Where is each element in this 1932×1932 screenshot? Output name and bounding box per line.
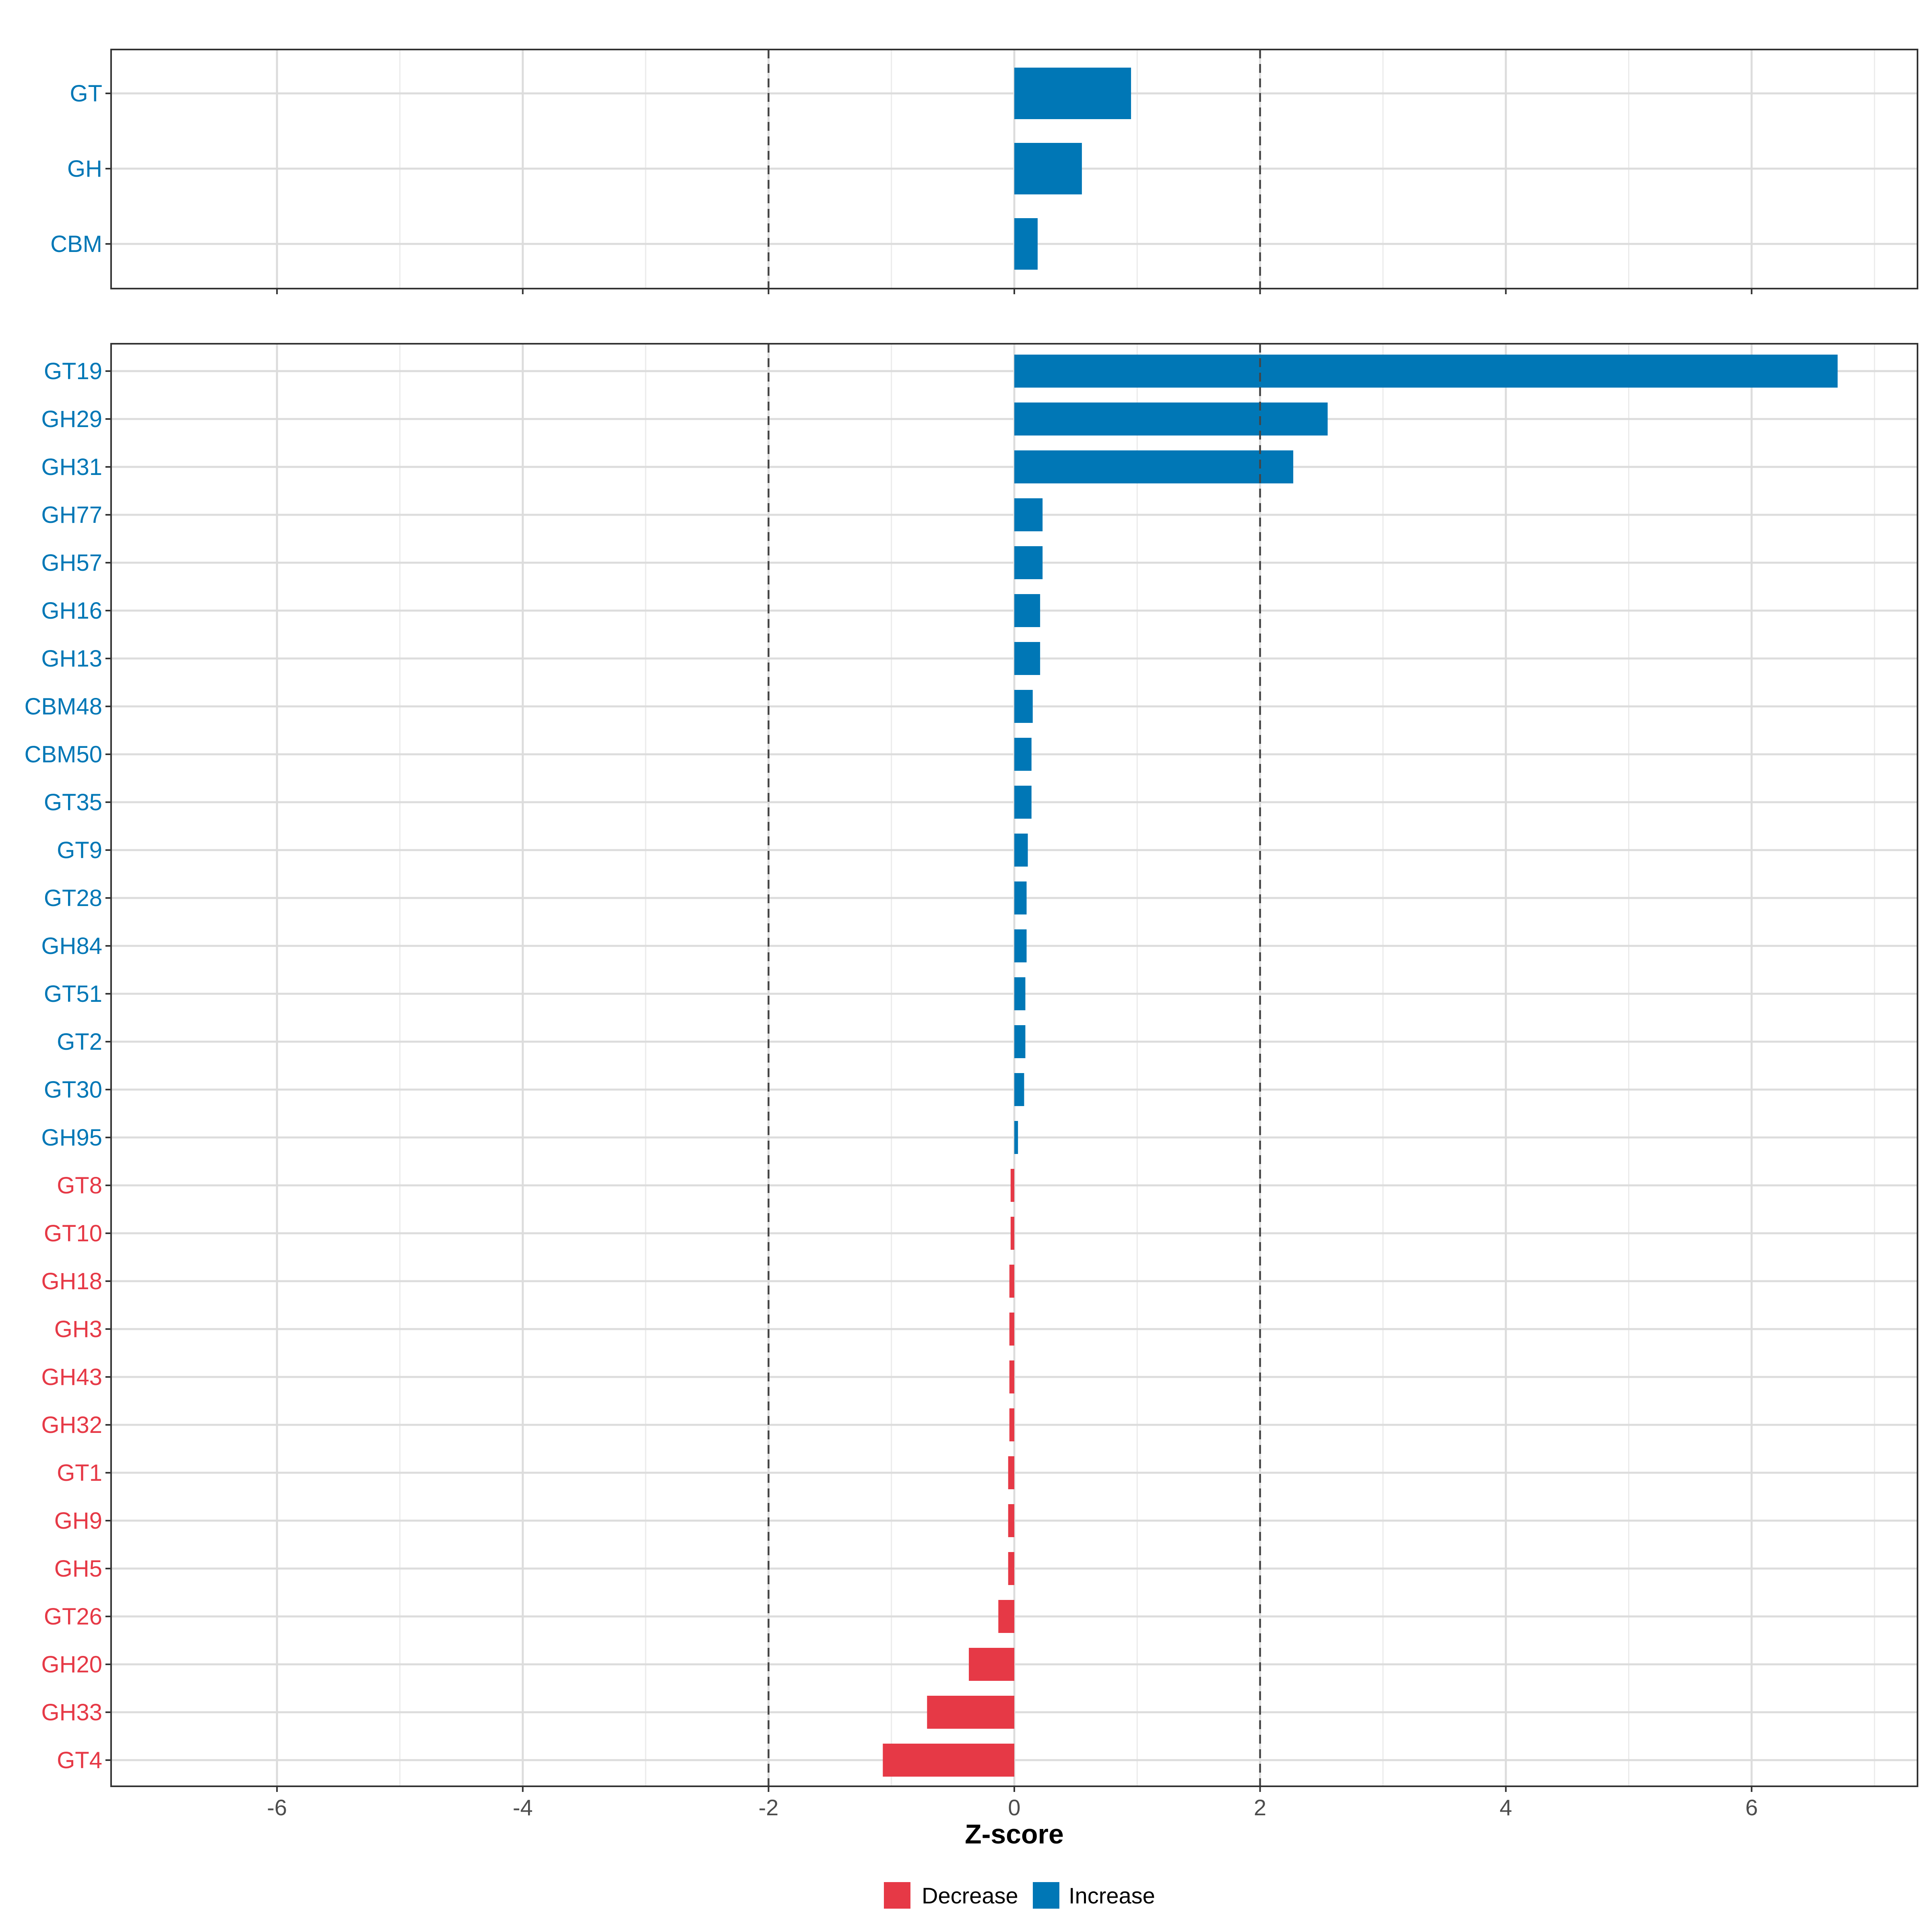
category-label: GH16 — [41, 598, 102, 624]
bars — [1014, 68, 1131, 270]
bar-gh33 — [927, 1696, 1014, 1729]
category-label: CBM50 — [25, 741, 102, 768]
bar-gt19 — [1014, 355, 1838, 388]
bar-gh16 — [1014, 594, 1040, 627]
bar-cbm — [1014, 218, 1038, 270]
bar-cbm50 — [1014, 738, 1032, 771]
legend-swatch-decrease — [884, 1882, 910, 1909]
x-tick-label: -6 — [267, 1795, 287, 1820]
bar-gh13 — [1014, 642, 1040, 675]
category-label: CBM48 — [25, 694, 102, 720]
category-label: GT9 — [57, 837, 102, 863]
category-labels: GT19 GH29 GH31 GH77 GH57 GH16 GH13 CBM48 CBM50 GT… — [25, 358, 111, 1773]
bar-gt26 — [998, 1600, 1014, 1633]
category-label: GT — [70, 80, 102, 107]
bar-gh43 — [1009, 1360, 1014, 1393]
bar-gh9 — [1008, 1504, 1014, 1537]
legend-label-decrease: Decrease — [922, 1883, 1018, 1908]
bar-gh20 — [969, 1648, 1014, 1681]
category-label: GT30 — [44, 1077, 102, 1103]
category-label: GH84 — [41, 933, 102, 959]
category-label: GT35 — [44, 789, 102, 815]
x-tick-label: 2 — [1254, 1795, 1266, 1820]
category-labels: GT GH CBM — [50, 80, 111, 257]
bar-gt35 — [1014, 786, 1032, 819]
category-label: GT26 — [44, 1604, 102, 1630]
category-label: GT19 — [44, 358, 102, 384]
x-tick-label: -4 — [513, 1795, 533, 1820]
legend-swatch-increase — [1033, 1882, 1059, 1909]
bar-gh31 — [1014, 450, 1294, 483]
bar-gt10 — [1010, 1217, 1014, 1250]
bar-gh29 — [1014, 402, 1328, 436]
panel-top: GT GH CBM — [50, 49, 1918, 294]
bar-gt9 — [1014, 834, 1028, 867]
category-label: GH20 — [41, 1651, 102, 1678]
bar-gh32 — [1009, 1408, 1014, 1441]
x-tick-label: 4 — [1500, 1795, 1512, 1820]
category-label: GH57 — [41, 550, 102, 576]
bar-gh95 — [1014, 1121, 1018, 1154]
category-label: GH3 — [54, 1316, 102, 1342]
category-label: GH — [67, 156, 102, 182]
bar-gt1 — [1008, 1456, 1014, 1489]
bar-gt — [1014, 68, 1131, 119]
category-label: GH77 — [41, 502, 102, 528]
x-tick-label: 6 — [1745, 1795, 1758, 1820]
legend: Decrease Increase — [884, 1882, 1155, 1909]
bar-gh — [1014, 143, 1082, 194]
bar-gt4 — [883, 1744, 1014, 1777]
category-label: GH33 — [41, 1699, 102, 1726]
bar-gt8 — [1010, 1169, 1014, 1202]
category-label: GH5 — [54, 1556, 102, 1582]
bar-gh18 — [1009, 1265, 1014, 1298]
x-tick-label: 0 — [1008, 1795, 1020, 1820]
category-label: GH31 — [41, 454, 102, 480]
panel-bottom: GT19 GH29 GH31 GH77 GH57 GH16 GH13 CBM48 CBM50 GT… — [25, 343, 1918, 1792]
bar-gt28 — [1014, 881, 1027, 914]
category-label: GT2 — [57, 1029, 102, 1055]
category-label: GH95 — [41, 1125, 102, 1151]
x-tick-label: -2 — [758, 1795, 778, 1820]
bar-gh77 — [1014, 498, 1043, 531]
category-label: GT8 — [57, 1172, 102, 1199]
legend-label-increase: Increase — [1069, 1883, 1155, 1908]
category-label: GT10 — [44, 1220, 102, 1247]
bar-gh57 — [1014, 546, 1043, 579]
x-axis-title: Z-score — [965, 1819, 1064, 1849]
category-label: GT28 — [44, 885, 102, 911]
bars — [883, 355, 1838, 1777]
category-label: GH32 — [41, 1412, 102, 1438]
category-label: GH9 — [54, 1508, 102, 1534]
bar-gt2 — [1014, 1025, 1026, 1058]
category-label: GT4 — [57, 1747, 102, 1773]
bar-gh3 — [1009, 1313, 1014, 1346]
x-axis: -6 -4 -2 0 2 4 6 — [267, 1795, 1758, 1820]
category-label: GH29 — [41, 406, 102, 432]
category-label: GH43 — [41, 1364, 102, 1390]
bar-gh84 — [1014, 929, 1027, 962]
bar-cbm48 — [1014, 690, 1033, 723]
category-label: GT1 — [57, 1460, 102, 1486]
category-label: CBM — [50, 231, 102, 257]
bar-gt51 — [1014, 977, 1026, 1010]
category-label: GT51 — [44, 981, 102, 1007]
category-label: GH13 — [41, 646, 102, 672]
category-label: GH18 — [41, 1268, 102, 1294]
bar-gt30 — [1014, 1073, 1024, 1106]
bar-gh5 — [1008, 1552, 1014, 1585]
